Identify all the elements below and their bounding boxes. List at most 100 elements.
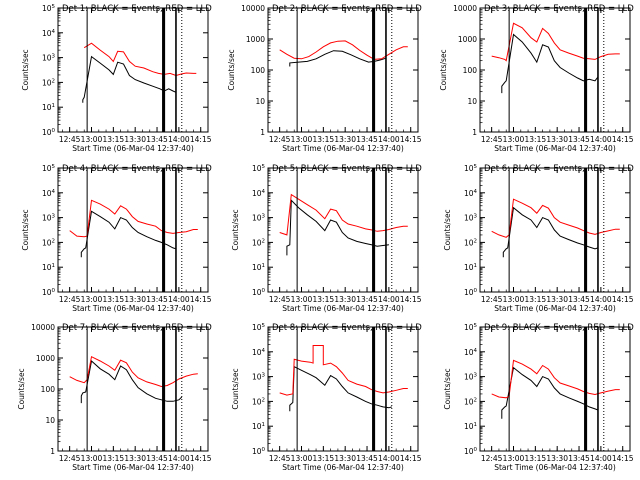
- panel-title: Det 8: BLACK = Events, RED = LLD: [272, 323, 422, 333]
- x-tick-label: 13:45: [356, 295, 378, 304]
- x-tick-label: 12:45: [269, 454, 291, 463]
- panel-det-3: Det 3: BLACK = Events, RED = LLD 1 10 100 10…: [439, 4, 634, 153]
- x-tick-label: 13:15: [313, 454, 335, 463]
- y-tick-label: 100: [252, 447, 266, 456]
- events-series-line: [289, 50, 387, 67]
- y-tick-label: 102: [464, 397, 477, 406]
- y-tick-label: 101: [252, 422, 265, 431]
- y-tick-label: 101: [252, 263, 265, 272]
- plot-frame: [57, 167, 209, 293]
- lld-series-line: [69, 199, 198, 238]
- x-tick-label: 14:15: [400, 295, 422, 304]
- panel-det-5: Det 5: BLACK = Events, RED = LLD 100 101 10…: [231, 164, 422, 313]
- x-tick-label: 13:00: [81, 135, 103, 144]
- x-tick-label: 13:15: [525, 454, 547, 463]
- x-tick-label: 12:45: [59, 454, 81, 463]
- x-tick-label: 13:45: [568, 295, 590, 304]
- plot-frame: [267, 167, 419, 293]
- x-tick-label: 14:00: [378, 135, 400, 144]
- x-tick-label: 12:45: [269, 295, 291, 304]
- y-tick-label: 104: [464, 348, 478, 357]
- y-tick-label: 100: [251, 66, 266, 75]
- y-tick-label: 105: [464, 164, 478, 173]
- y-tick-label: 100: [252, 288, 266, 297]
- panel-det-9: Det 9: BLACK = Events, RED = LLD 100 101 10…: [443, 323, 634, 472]
- panel-det-2: Det 2: BLACK = Events, RED = LLD 1 10 100 10…: [227, 4, 422, 153]
- panel-title: Det 7: BLACK = Events, RED = LLD: [62, 323, 212, 333]
- x-axis-label: Start Time (06-Mar-04 12:37:40): [494, 304, 616, 313]
- panel-title: Det 1: BLACK = Events, RED = LLD: [62, 4, 212, 14]
- y-tick-label: 104: [464, 189, 478, 198]
- y-axis-label: Counts/sec: [231, 368, 240, 409]
- y-tick-label: 104: [42, 189, 56, 198]
- x-tick-label: 13:45: [146, 135, 168, 144]
- x-tick-label: 14:15: [190, 295, 212, 304]
- plot-frame: [479, 7, 631, 133]
- panel-title: Det 2: BLACK = Events, RED = LLD: [272, 4, 422, 14]
- x-tick-label: 13:30: [334, 454, 356, 463]
- x-tick-label: 13:45: [146, 295, 168, 304]
- y-tick-label: 105: [252, 323, 266, 332]
- panel-det-7: Det 7: BLACK = Events, RED = LLD 1 10 100 10…: [17, 323, 212, 472]
- x-tick-label: 13:15: [103, 295, 125, 304]
- y-tick-label: 105: [42, 4, 56, 13]
- panel-title: Det 9: BLACK = Events, RED = LLD: [484, 323, 634, 333]
- x-tick-label: 14:15: [612, 295, 634, 304]
- y-tick-label: 101: [42, 103, 55, 112]
- y-tick-label: 100: [41, 385, 56, 394]
- x-tick-label: 13:30: [546, 135, 568, 144]
- y-tick-label: 100: [463, 66, 478, 75]
- events-series-line: [289, 365, 392, 412]
- y-tick-label: 102: [42, 238, 55, 247]
- y-axis-label: Counts/sec: [231, 209, 240, 250]
- x-tick-label: 12:45: [59, 135, 81, 144]
- x-axis-label: Start Time (06-Mar-04 12:37:40): [72, 463, 194, 472]
- x-axis-label: Start Time (06-Mar-04 12:37:40): [282, 463, 404, 472]
- panel-det-8: Det 8: BLACK = Events, RED = LLD 100 101 10…: [231, 323, 422, 472]
- panel-det-4: Det 4: BLACK = Events, RED = LLD 100 101 10…: [21, 164, 212, 313]
- events-series-line: [502, 206, 599, 258]
- lld-series-line: [491, 22, 620, 62]
- y-tick-label: 102: [252, 238, 265, 247]
- y-tick-label: 105: [252, 164, 266, 173]
- panel-title: Det 6: BLACK = Events, RED = LLD: [484, 164, 634, 174]
- y-tick-label: 103: [464, 373, 478, 382]
- y-tick-label: 1: [472, 128, 477, 137]
- x-tick-label: 13:30: [124, 135, 146, 144]
- y-tick-label: 101: [464, 422, 477, 431]
- y-tick-label: 101: [464, 263, 477, 272]
- x-tick-label: 14:00: [378, 295, 400, 304]
- x-tick-label: 13:30: [124, 295, 146, 304]
- x-tick-label: 13:00: [291, 295, 313, 304]
- y-tick-label: 10000: [453, 4, 477, 13]
- x-tick-label: 13:00: [81, 295, 103, 304]
- y-tick-label: 102: [464, 238, 477, 247]
- lld-series-line: [69, 355, 198, 388]
- x-tick-label: 13:15: [313, 135, 335, 144]
- y-tick-label: 103: [252, 214, 266, 223]
- x-tick-label: 12:45: [481, 295, 503, 304]
- x-tick-label: 13:00: [81, 454, 103, 463]
- x-tick-label: 13:45: [356, 135, 378, 144]
- x-axis-label: Start Time (06-Mar-04 12:37:40): [494, 463, 616, 472]
- x-tick-label: 13:45: [568, 454, 590, 463]
- y-axis-label: Counts/sec: [21, 49, 30, 90]
- x-tick-label: 14:15: [612, 454, 634, 463]
- x-tick-label: 14:00: [168, 295, 190, 304]
- y-axis-label: Counts/sec: [17, 368, 26, 409]
- y-tick-label: 100: [42, 128, 56, 137]
- x-tick-label: 14:15: [400, 135, 422, 144]
- x-tick-label: 13:00: [291, 135, 313, 144]
- x-tick-label: 13:00: [503, 454, 525, 463]
- x-tick-label: 12:45: [269, 135, 291, 144]
- plot-frame: [57, 7, 209, 133]
- y-tick-label: 10: [255, 97, 265, 106]
- panel-title: Det 5: BLACK = Events, RED = LLD: [272, 164, 422, 174]
- events-series-line: [501, 33, 599, 94]
- plot-frame: [57, 326, 209, 452]
- events-series-line: [501, 366, 599, 419]
- x-tick-label: 13:30: [334, 135, 356, 144]
- x-axis-label: Start Time (06-Mar-04 12:37:40): [282, 304, 404, 313]
- x-tick-label: 13:15: [313, 295, 335, 304]
